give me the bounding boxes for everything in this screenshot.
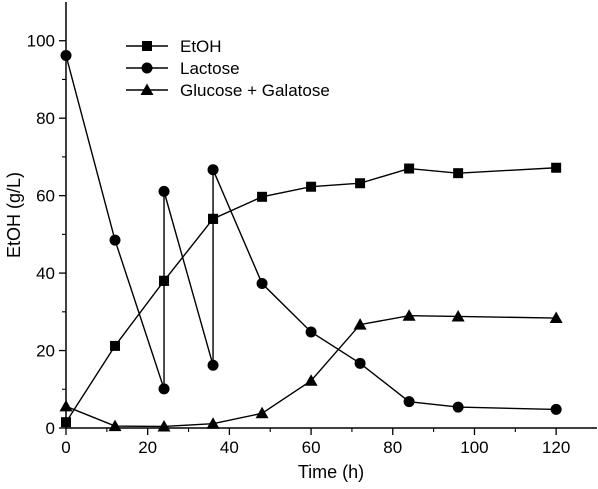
x-tick-label: 40 <box>220 438 239 457</box>
legend-label: EtOH <box>180 37 222 56</box>
legend-label: Glucose + Galatose <box>180 81 330 100</box>
data-point-square <box>208 213 219 224</box>
y-tick-label: 20 <box>36 342 55 361</box>
x-tick-label: 0 <box>61 438 70 457</box>
series-lines <box>65 55 557 428</box>
y-tick-label: 0 <box>46 419 55 438</box>
data-point-triangle <box>549 311 563 324</box>
legend-marker-circle <box>141 62 153 74</box>
x-tick-label: 120 <box>542 438 570 457</box>
data-point-triangle <box>157 419 171 432</box>
data-point-square <box>551 162 562 173</box>
y-tick-label: 60 <box>36 187 55 206</box>
data-point-circle <box>158 383 170 395</box>
axes: 0 20 40 60 80 100 120 0 20 40 60 80 100 <box>27 2 597 457</box>
legend-marker-square <box>142 41 152 51</box>
data-point-circle <box>60 49 72 61</box>
data-point-circle <box>207 359 219 371</box>
x-tick-label: 100 <box>460 438 488 457</box>
data-point-circle <box>354 357 366 369</box>
data-point-triangle <box>206 417 220 429</box>
y-tick-label: 40 <box>36 264 55 283</box>
legend-marker-triangle <box>140 83 154 95</box>
y-tick-label: 100 <box>27 32 55 51</box>
data-point-triangle <box>59 399 73 412</box>
data-point-triangle <box>304 374 318 386</box>
x-tick-label: 60 <box>302 438 321 457</box>
data-point-circle <box>550 403 562 415</box>
data-point-square <box>404 163 415 174</box>
data-point-triangle <box>451 309 465 322</box>
data-point-triangle <box>108 419 122 432</box>
data-point-triangle <box>255 406 269 419</box>
data-point-square <box>110 340 121 351</box>
data-point-circle <box>403 396 415 408</box>
data-point-circle <box>207 164 219 176</box>
data-point-circle <box>452 401 464 413</box>
data-point-circle <box>158 185 170 197</box>
data-point-square <box>257 191 268 202</box>
series-line-circle <box>65 55 557 411</box>
x-axis-title: Time (h) <box>298 462 364 482</box>
data-point-triangle <box>353 318 367 330</box>
data-point-circle <box>109 234 121 246</box>
data-markers <box>59 49 563 432</box>
legend-label: Lactose <box>180 59 240 78</box>
y-axis-title: EtOH (g/L) <box>4 172 24 258</box>
data-point-square <box>61 417 71 428</box>
series-line-triangle <box>65 314 557 428</box>
data-point-square <box>355 178 366 189</box>
data-point-circle <box>256 278 268 290</box>
data-point-square <box>159 275 170 286</box>
y-tick-label: 80 <box>36 109 55 128</box>
data-point-circle <box>305 326 317 338</box>
data-point-square <box>306 181 317 192</box>
data-point-square <box>453 168 464 179</box>
x-tick-label: 80 <box>383 438 402 457</box>
data-point-triangle <box>402 309 416 321</box>
legend: EtOH Lactose Glucose + Galatose <box>126 37 330 100</box>
x-tick-label: 20 <box>138 438 157 457</box>
